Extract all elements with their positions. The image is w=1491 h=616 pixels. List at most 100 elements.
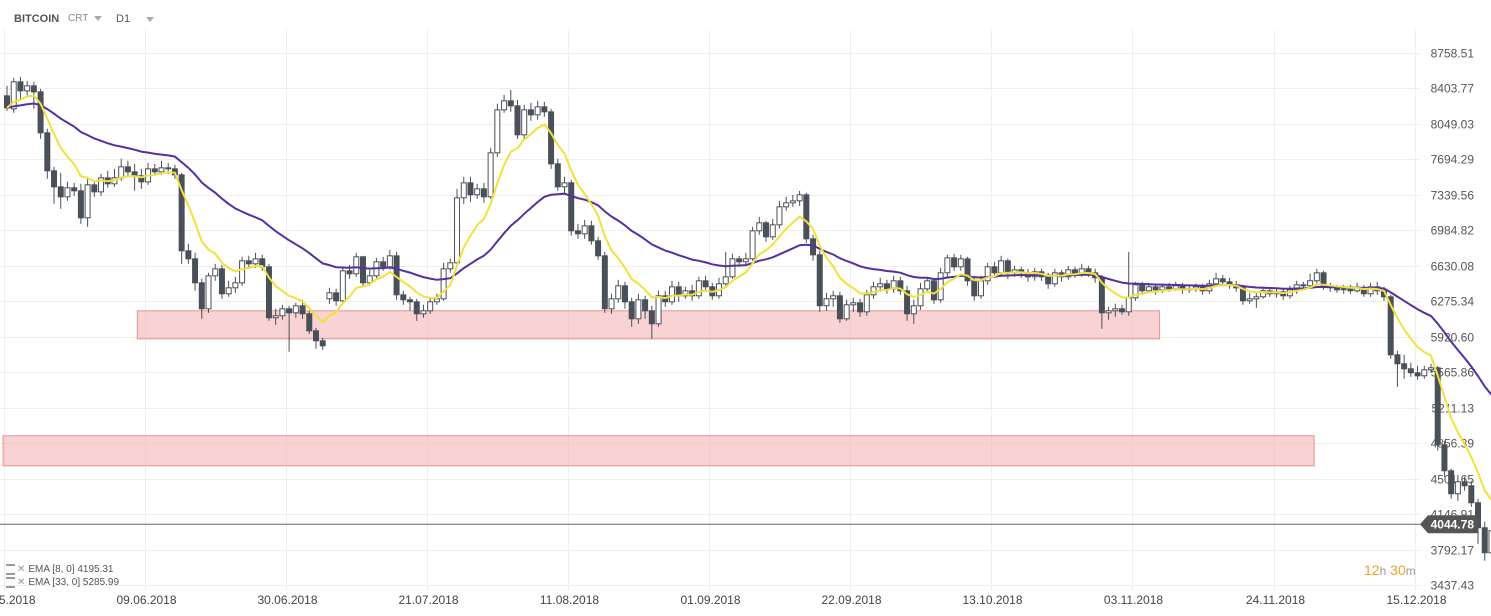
candle[interactable] [319,337,326,350]
candle[interactable] [1461,476,1468,491]
candle[interactable] [312,327,319,349]
candle[interactable] [145,162,152,185]
candle[interactable] [460,176,467,204]
candle[interactable] [353,252,360,277]
candle[interactable] [265,263,272,321]
candle[interactable] [783,196,790,211]
candle[interactable] [1112,303,1119,317]
candle[interactable] [198,278,205,319]
candle[interactable] [1414,365,1421,380]
candle[interactable] [742,252,749,266]
close-icon[interactable]: ✕ [17,564,26,576]
candle[interactable] [1051,268,1058,287]
candle[interactable] [668,280,675,305]
candle[interactable] [44,128,51,179]
candle[interactable] [601,251,608,313]
candle[interactable] [924,276,931,293]
candle[interactable] [648,305,655,339]
candle[interactable] [917,282,924,310]
candle[interactable] [574,223,581,239]
candle[interactable] [1152,283,1159,295]
candle[interactable] [689,284,696,301]
candle[interactable] [534,100,541,120]
candle[interactable] [1421,365,1428,379]
candle[interactable] [17,76,24,99]
candle[interactable] [695,276,702,299]
candle[interactable] [440,262,447,301]
candle[interactable] [407,296,414,311]
candle[interactable] [944,254,951,277]
candle[interactable] [682,286,689,299]
candle[interactable] [111,168,118,187]
candle[interactable] [1307,273,1314,288]
candle[interactable] [279,304,286,320]
candle[interactable] [1065,265,1072,280]
candle[interactable] [24,80,31,96]
candle[interactable] [816,250,823,312]
candle[interactable] [890,275,897,293]
settings-icon[interactable] [6,577,15,588]
candle[interactable] [749,226,756,261]
candle[interactable] [984,262,991,285]
candle[interactable] [64,181,71,201]
candle[interactable] [850,297,857,312]
candle[interactable] [789,194,796,207]
candle[interactable] [857,298,864,317]
candle[interactable] [487,147,494,199]
candle[interactable] [420,304,427,318]
candle[interactable] [957,254,964,271]
candle[interactable] [763,220,770,242]
candle[interactable] [192,252,199,291]
candle[interactable] [326,287,333,304]
candle[interactable] [1407,362,1414,377]
candle[interactable] [904,285,911,321]
candle[interactable] [232,276,239,293]
candle[interactable] [595,236,602,260]
candle[interactable] [98,173,105,196]
candle[interactable] [810,234,817,261]
candle[interactable] [642,295,649,319]
interval-select[interactable]: D1 [116,13,155,25]
candle[interactable] [1246,292,1253,304]
candle[interactable] [138,168,145,189]
candle[interactable] [1253,291,1260,308]
candle[interactable] [1313,268,1320,285]
candle[interactable] [910,299,917,324]
candle[interactable] [1105,306,1112,320]
candle[interactable] [776,200,783,229]
candle[interactable] [272,308,279,325]
candle[interactable] [1475,498,1482,544]
candle[interactable] [427,296,434,314]
candle[interactable] [1394,350,1401,387]
candle[interactable] [51,166,58,204]
candle[interactable] [218,264,225,299]
candle[interactable] [628,297,635,327]
candle[interactable] [991,261,998,278]
candle[interactable] [474,183,481,199]
candle[interactable] [621,281,628,309]
candle[interactable] [84,176,91,227]
candle[interactable] [212,263,219,281]
candle[interactable] [494,103,501,157]
candle[interactable] [447,258,454,273]
candle[interactable] [1119,304,1126,315]
candle[interactable] [883,279,890,294]
candle[interactable] [870,281,877,299]
candle[interactable] [292,302,299,318]
candle[interactable] [588,220,595,245]
candle[interactable] [1226,277,1233,289]
candle[interactable] [467,176,474,202]
candle[interactable] [581,219,588,239]
chart-style-select[interactable]: CRT [68,13,103,24]
candle[interactable] [1454,474,1461,501]
legend-ema-slow[interactable]: ✕ EMA [33, 0] 5285.99 [6,577,119,588]
candle[interactable] [71,182,78,196]
candle[interactable] [205,272,212,313]
candle[interactable] [541,101,548,117]
candle[interactable] [756,216,763,235]
candle[interactable] [1367,282,1374,297]
candle[interactable] [796,190,803,206]
candle[interactable] [306,310,313,334]
candle[interactable] [803,192,810,243]
candle[interactable] [937,267,944,303]
